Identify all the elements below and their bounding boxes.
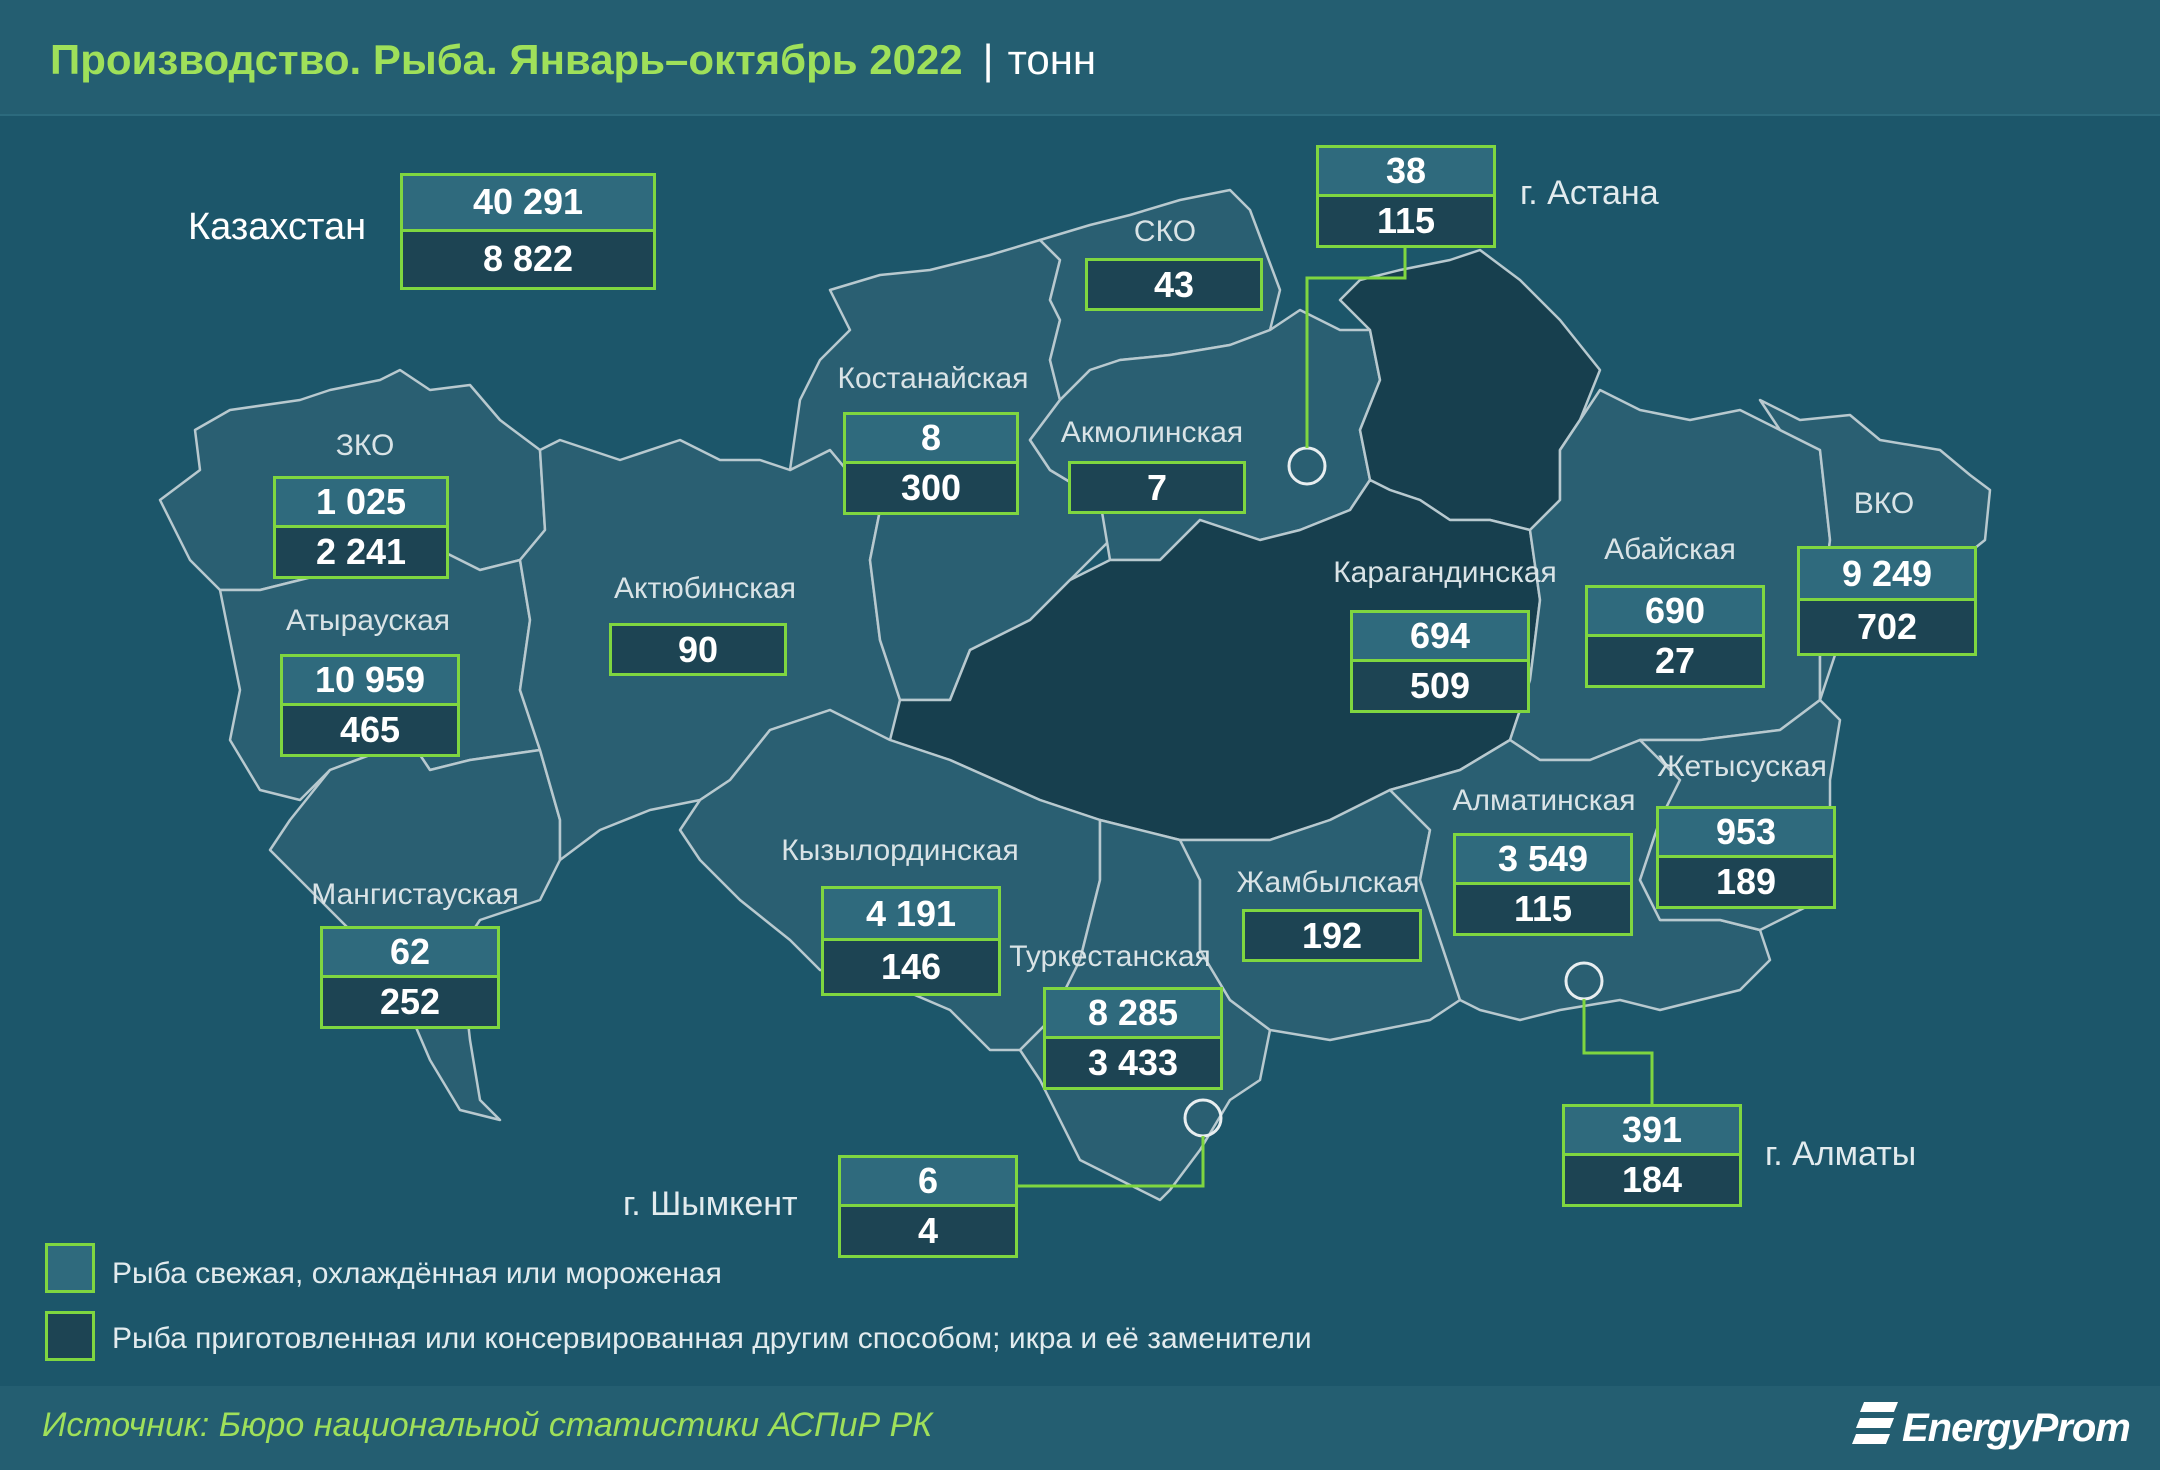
value-box-kyzylorda: 4 191 146 (821, 886, 1001, 996)
value-box-atyrau: 10 959 465 (280, 654, 460, 757)
region-label-sko: СКО (1133, 215, 1197, 248)
fresh-value-zko: 1 025 (276, 479, 446, 528)
city-label-almaty: г. Алматы (1765, 1135, 1917, 1173)
page-title: Производство. Рыба. Январь–октябрь 2022 |… (50, 36, 1096, 84)
region-label-zhetysu: Жетысуская (1657, 750, 1827, 783)
logo-text: EnergyProm (1902, 1406, 2131, 1450)
prepared-value-abay: 27 (1588, 636, 1762, 685)
footer-bar (0, 1386, 2160, 1470)
title-separator: | (982, 36, 994, 83)
value-box-vko: 9 249 702 (1797, 546, 1977, 656)
region-label-vko: ВКО (1853, 487, 1915, 520)
astana-leader-line (1305, 248, 1407, 448)
value-box-turkestan: 8 285 3 433 (1043, 987, 1223, 1090)
region-label-kyzylorda: Кызылординская (781, 834, 1019, 867)
region-label-akmola: Акмолинская (1060, 416, 1244, 449)
fresh-value-shymkent: 6 (841, 1158, 1015, 1207)
region-label-zhambyl: Жамбылская (1236, 866, 1420, 899)
fresh-value-vko: 9 249 (1800, 549, 1974, 601)
energyprom-logo: EnergyProm (1850, 1398, 2131, 1458)
fresh-value-mangistau: 62 (323, 929, 497, 978)
prepared-value-karaganda: 509 (1353, 661, 1527, 710)
fresh-value-aktobe: 90 (612, 626, 784, 673)
region-label-atyrau: Атырауская (285, 604, 451, 637)
value-box-shymkent: 6 4 (838, 1155, 1018, 1258)
region-label-abay: Абайская (1604, 533, 1736, 566)
value-box-sko: 43 (1085, 258, 1263, 311)
value-box-almaty-city: 391 184 (1562, 1104, 1742, 1207)
fresh-value-zhetysu: 953 (1659, 809, 1833, 858)
region-label-mangistau: Мангистауская (311, 878, 519, 911)
value-box-kostanay: 8 300 (843, 412, 1019, 515)
prepared-value-vko: 702 (1800, 601, 1974, 653)
value-box-abay: 690 27 (1585, 585, 1765, 688)
total-value-box: 40 291 8 822 (400, 173, 656, 290)
legend-text-fresh: Рыба свежая, охлаждённая или мороженая (112, 1257, 722, 1290)
region-label-almaty-region: Алматинская (1452, 784, 1636, 817)
total-fresh-value: 40 291 (403, 176, 653, 232)
prepared-value-almaty-region: 115 (1456, 884, 1630, 933)
fresh-value-kostanay: 8 (846, 415, 1016, 464)
logo-mark-icon (1852, 1402, 1898, 1444)
fresh-value-karaganda: 694 (1353, 613, 1527, 662)
region-label-aktobe: Актюбинская (614, 572, 796, 605)
source-note: Источник: Бюро национальной статистики А… (42, 1406, 933, 1444)
total-prepared-value: 8 822 (403, 231, 653, 287)
fresh-value-atyrau: 10 959 (283, 657, 457, 706)
prepared-value-atyrau: 465 (283, 705, 457, 754)
prepared-value-kyzylorda: 146 (824, 941, 998, 993)
fresh-value-astana: 38 (1319, 148, 1493, 197)
fresh-value-akmola: 7 (1071, 464, 1243, 511)
almaty-leader-line (1582, 999, 1654, 1104)
region-label-karaganda: Карагандинская (1333, 556, 1557, 589)
prepared-value-astana: 115 (1319, 196, 1493, 245)
header-bar: Производство. Рыба. Январь–октябрь 2022 |… (0, 0, 2160, 116)
value-box-karaganda: 694 509 (1350, 610, 1530, 713)
fresh-value-sko: 43 (1088, 261, 1260, 308)
fresh-value-almaty-region: 3 549 (1456, 836, 1630, 885)
city-label-astana: г. Астана (1520, 174, 1659, 212)
value-box-mangistau: 62 252 (320, 926, 500, 1029)
title-text: Производство. Рыба. Январь–октябрь 2022 (50, 36, 963, 83)
prepared-value-turkestan: 3 433 (1046, 1038, 1220, 1087)
fresh-value-almaty-city: 391 (1565, 1107, 1739, 1156)
value-box-zko: 1 025 2 241 (273, 476, 449, 579)
total-label: Казахстан (188, 206, 367, 248)
fresh-value-abay: 690 (1588, 588, 1762, 637)
prepared-value-shymkent: 4 (841, 1206, 1015, 1255)
unit-label: тонн (1007, 36, 1097, 83)
prepared-value-mangistau: 252 (323, 977, 497, 1026)
region-label-zko: ЗКО (335, 429, 395, 462)
value-box-aktobe: 90 (609, 623, 787, 676)
prepared-value-almaty-city: 184 (1565, 1155, 1739, 1204)
prepared-value-zko: 2 241 (276, 527, 446, 576)
legend-text-prepared: Рыба приготовленная или консервированная… (112, 1322, 1312, 1355)
region-label-kostanay: Костанайская (837, 362, 1029, 395)
prepared-value-zhetysu: 189 (1659, 857, 1833, 906)
shymkent-leader-line (1018, 1136, 1205, 1188)
fresh-value-turkestan: 8 285 (1046, 990, 1220, 1039)
legend-swatch-fresh (45, 1243, 95, 1293)
value-box-akmola: 7 (1068, 461, 1246, 514)
fresh-value-zhambyl: 192 (1245, 912, 1419, 959)
value-box-zhetysu: 953 189 (1656, 806, 1836, 909)
value-box-zhambyl: 192 (1242, 909, 1422, 962)
value-box-almaty-region: 3 549 115 (1453, 833, 1633, 936)
region-label-turkestan: Туркестанская (1009, 940, 1211, 973)
fresh-value-kyzylorda: 4 191 (824, 889, 998, 941)
prepared-value-kostanay: 300 (846, 463, 1016, 512)
legend-swatch-prepared (45, 1311, 95, 1361)
city-label-shymkent: г. Шымкент (623, 1185, 798, 1223)
value-box-astana: 38 115 (1316, 145, 1496, 248)
